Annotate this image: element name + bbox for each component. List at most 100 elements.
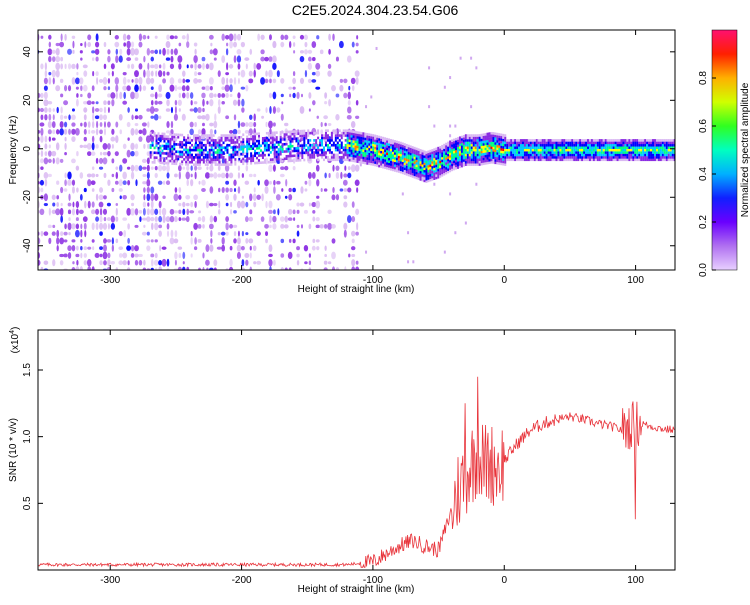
- heatmap-cell: [189, 92, 194, 99]
- heatmap-cell: [419, 173, 422, 176]
- heatmap-cell: [441, 166, 444, 170]
- heatmap-cell: [209, 49, 214, 55]
- colorbar-label: Normalized spectral amplitude: [740, 82, 750, 217]
- heatmap-cell: [167, 135, 170, 138]
- heatmap-cell: [169, 150, 172, 153]
- heatmap-cell: [56, 106, 59, 114]
- heatmap-cell: [208, 34, 214, 40]
- heatmap-cell: [380, 138, 383, 142]
- heatmap-cell: [208, 151, 211, 154]
- heatmap-cell: [360, 134, 363, 137]
- heatmap-cell: [225, 172, 229, 179]
- heatmap-cell: [257, 142, 260, 145]
- heatmap-cell: [134, 48, 139, 56]
- heatmap-cell: [498, 159, 501, 163]
- heatmap-cell: [551, 158, 554, 162]
- heatmap-cell: [413, 149, 416, 152]
- heatmap-cell: [196, 160, 199, 164]
- heatmap-cell: [194, 141, 197, 145]
- heatmap-cell: [170, 120, 174, 129]
- heatmap-cell: [484, 152, 487, 156]
- heatmap-cell: [443, 146, 446, 149]
- heatmap-cell: [130, 63, 135, 70]
- heatmap-cell: [598, 143, 601, 147]
- heatmap-cell: [389, 146, 392, 149]
- heatmap-cell: [478, 153, 481, 157]
- heatmap-cell: [535, 143, 538, 147]
- heatmap-cell: [415, 176, 418, 180]
- heatmap-cell: [256, 194, 261, 200]
- heatmap-cell: [518, 141, 521, 145]
- heatmap-cell: [60, 33, 63, 42]
- heatmap-cell: [518, 139, 521, 142]
- heatmap-cell: [150, 64, 155, 69]
- heatmap-cell: [303, 136, 306, 140]
- heatmap-cell: [256, 161, 259, 165]
- heatmap-cell: [80, 239, 83, 243]
- heatmap-cell: [478, 136, 481, 140]
- heatmap-cell: [559, 146, 562, 149]
- heatmap-cell: [376, 137, 379, 141]
- heatmap-cell: [95, 101, 99, 105]
- heatmap-cell: [330, 131, 333, 135]
- heatmap-cell: [48, 136, 51, 142]
- heatmap-cell: [257, 144, 260, 148]
- heatmap-cell: [372, 155, 375, 159]
- heatmap-cell: [608, 153, 611, 157]
- heatmap-cell: [537, 153, 540, 157]
- heatmap-cell: [272, 215, 277, 223]
- heatmap-cell: [343, 188, 348, 192]
- heatmap-cell: [185, 163, 188, 166]
- heatmap-cell: [376, 135, 379, 138]
- heatmap-cell: [608, 143, 611, 147]
- heatmap-cell: [275, 150, 278, 154]
- heatmap-cell: [456, 156, 459, 160]
- heatmap-cell: [284, 122, 289, 127]
- heatmap-cell: [283, 157, 286, 161]
- heatmap-cell: [600, 146, 603, 149]
- heatmap-cell: [585, 146, 588, 149]
- heatmap-cell: [610, 148, 613, 152]
- heatmap-cell: [263, 141, 266, 145]
- heatmap-cell: [347, 91, 351, 100]
- heatmap-cell: [667, 139, 670, 142]
- heatmap-cell: [204, 172, 210, 179]
- heatmap-cell: [634, 146, 637, 149]
- heatmap-cell: [317, 146, 320, 149]
- heatmap-cell: [217, 106, 221, 114]
- heatmap-cell: [480, 150, 483, 154]
- heatmap-cell: [261, 193, 264, 202]
- heatmap-cell: [478, 148, 481, 152]
- heatmap-cell: [437, 146, 440, 150]
- heatmap-cell: [134, 164, 139, 172]
- heatmap-cell: [447, 163, 450, 167]
- heatmap-cell: [248, 137, 251, 141]
- heatmap-cell: [67, 252, 72, 259]
- heatmap-cell: [241, 231, 244, 237]
- heatmap-cell: [210, 136, 213, 140]
- heatmap-cell: [598, 141, 601, 145]
- heatmap-cell: [348, 85, 351, 91]
- heatmap-cell: [478, 155, 481, 159]
- heatmap-cell: [514, 156, 517, 159]
- heatmap-cell: [257, 33, 261, 41]
- heatmap-cell: [655, 139, 658, 142]
- heatmap-cell: [571, 158, 574, 162]
- heatmap-cell: [55, 48, 60, 56]
- heatmap-cell: [63, 128, 68, 135]
- heatmap-cell: [372, 143, 375, 147]
- heatmap-cell: [443, 158, 446, 161]
- heatmap-cell: [257, 146, 260, 150]
- heatmap-cell: [612, 151, 615, 154]
- heatmap-cell: [276, 70, 280, 78]
- heatmap-cell: [441, 164, 444, 167]
- heatmap-cell: [393, 147, 396, 150]
- heatmap-cell: [642, 158, 645, 162]
- heatmap-cell: [496, 132, 499, 136]
- heatmap-cell: [537, 158, 540, 162]
- heatmap-cell: [273, 209, 276, 215]
- heatmap-cell: [521, 146, 524, 149]
- heatmap-cell: [378, 159, 381, 163]
- heatmap-cell: [260, 34, 265, 40]
- heatmap-cell: [375, 46, 378, 50]
